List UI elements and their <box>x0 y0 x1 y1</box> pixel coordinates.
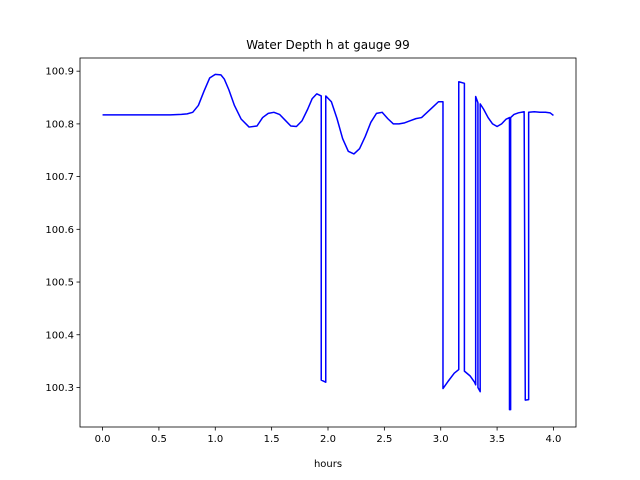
y-tick-label: 100.3 <box>45 383 74 394</box>
x-tick-label: 3.5 <box>489 434 505 445</box>
y-tick-label: 100.5 <box>45 278 74 289</box>
y-tick-label: 100.6 <box>45 225 74 236</box>
series-layer <box>102 73 554 411</box>
series-line-0 <box>102 73 554 411</box>
y-tick-label: 100.4 <box>45 330 74 341</box>
chart-title: Water Depth h at gauge 99 <box>246 38 410 52</box>
x-tick-label: 1.5 <box>264 434 280 445</box>
x-tick-label: 4.0 <box>546 434 562 445</box>
x-tick-label: 0.5 <box>151 434 167 445</box>
x-tick-label: 0.0 <box>95 434 111 445</box>
x-tick-label: 3.0 <box>433 434 449 445</box>
y-tick-label: 100.7 <box>45 172 74 183</box>
axes-layer: 0.0 0.5 1.0 1.5 2.0 2.5 3.0 3.5 4.0 100.3 100.4 100… <box>45 57 577 445</box>
x-tick-label: 2.5 <box>376 434 392 445</box>
x-axis-label: hours <box>314 459 342 470</box>
x-tick-label: 1.0 <box>207 434 223 445</box>
x-tick-label: 2.0 <box>320 434 336 445</box>
y-tick-label: 100.8 <box>45 119 74 130</box>
y-tick-label: 100.9 <box>45 67 74 78</box>
